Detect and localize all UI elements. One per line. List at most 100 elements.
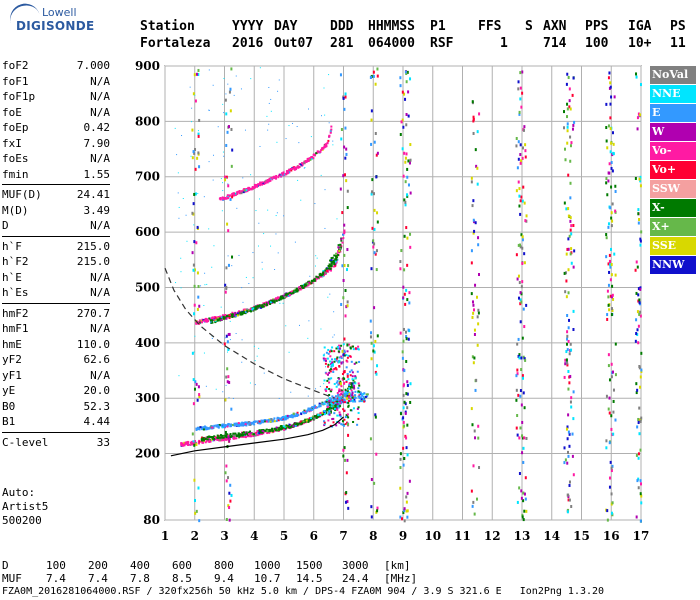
speckle-point xyxy=(204,284,206,286)
trace-point xyxy=(240,190,243,193)
spread-point xyxy=(350,369,353,372)
spread-point xyxy=(348,370,351,373)
interference-point xyxy=(522,499,525,503)
trace-point xyxy=(319,275,322,278)
interference-point xyxy=(517,337,520,341)
interference-point xyxy=(193,387,196,391)
trace-point xyxy=(311,406,314,409)
speckle-point xyxy=(268,123,270,125)
trace-point xyxy=(277,417,280,420)
y-tick-label: 80 xyxy=(143,513,160,527)
trace-point xyxy=(263,182,266,185)
trace-point xyxy=(205,440,208,443)
interference-point xyxy=(376,506,379,510)
trace-point xyxy=(338,388,341,391)
interference-point xyxy=(403,509,406,513)
spread-point xyxy=(348,396,351,399)
interference-point xyxy=(608,476,611,480)
trace-point xyxy=(295,287,298,290)
interference-point xyxy=(570,247,573,251)
interference-point xyxy=(640,351,643,355)
speckle-point xyxy=(308,320,310,322)
interference-point xyxy=(610,95,613,99)
trace-point xyxy=(327,139,330,142)
trace-point xyxy=(225,317,228,320)
interference-point xyxy=(608,71,611,75)
param-label: hmF1 xyxy=(2,322,29,335)
spread-point xyxy=(345,366,348,369)
spread-point xyxy=(347,416,350,419)
legend-item-nne: NNE xyxy=(650,85,696,103)
interference-point xyxy=(477,322,480,326)
speckle-point xyxy=(296,126,298,128)
trace-point xyxy=(232,434,235,437)
param-row: foF1 N/A xyxy=(2,74,110,90)
trace-point xyxy=(329,400,332,403)
trace-point xyxy=(236,193,239,196)
interference-point xyxy=(521,420,524,424)
interference-point xyxy=(343,145,346,149)
interference-point xyxy=(472,199,475,203)
interference-point xyxy=(519,153,522,157)
interference-point xyxy=(476,130,479,134)
trace-point xyxy=(353,399,356,402)
interference-point xyxy=(608,441,611,445)
interference-point xyxy=(606,289,609,293)
interference-point xyxy=(406,263,409,267)
param-row: MUF(D) 24.41 xyxy=(2,187,110,203)
interference-point xyxy=(343,173,346,177)
trace-point xyxy=(237,432,240,435)
param-value: N/A xyxy=(90,270,110,284)
interference-point xyxy=(639,286,642,290)
trace-point xyxy=(339,405,342,408)
distance-row-label: D xyxy=(2,559,9,572)
trace-point xyxy=(330,269,333,272)
trace-point xyxy=(186,441,189,444)
interference-point xyxy=(475,164,478,168)
spread-point xyxy=(336,403,339,406)
interference-point xyxy=(639,239,642,243)
digisonde-logo: Lowell DIGISONDE xyxy=(2,0,94,38)
trace-point xyxy=(359,391,362,394)
trace-point xyxy=(279,297,282,300)
speckle-point xyxy=(208,228,210,230)
spread-point xyxy=(353,385,356,388)
interference-point xyxy=(399,412,402,416)
speckle-point xyxy=(258,222,260,224)
speckle-point xyxy=(327,296,329,298)
trace-point xyxy=(293,167,296,170)
interference-point xyxy=(406,194,409,198)
trace-point xyxy=(315,415,318,418)
dashed-curve xyxy=(164,267,335,399)
interference-point xyxy=(195,72,198,76)
interference-point xyxy=(403,234,406,238)
trace-point xyxy=(312,407,315,410)
interference-point xyxy=(405,152,408,156)
interference-point xyxy=(400,249,403,253)
speckle-point xyxy=(177,172,179,174)
interference-point xyxy=(569,181,572,185)
interference-point xyxy=(347,422,350,426)
param-row: B0 52.3 xyxy=(2,399,110,415)
trace-point xyxy=(237,425,240,428)
trace-point xyxy=(237,434,240,437)
interference-point xyxy=(637,208,640,212)
speckle-point xyxy=(180,257,182,259)
speckle-point xyxy=(328,122,330,124)
interference-point xyxy=(343,223,346,227)
speckle-point xyxy=(249,382,251,384)
trace-point xyxy=(256,305,259,308)
trace-point xyxy=(275,297,278,300)
trace-point xyxy=(211,316,214,319)
interference-point xyxy=(610,362,613,366)
interference-point xyxy=(225,479,228,483)
trace-point xyxy=(248,435,251,438)
trace-point xyxy=(319,411,322,414)
interference-point xyxy=(523,406,526,410)
speckle-point xyxy=(235,333,237,335)
param-label: fmin xyxy=(2,167,29,181)
spread-point xyxy=(328,397,331,400)
trace-point xyxy=(333,261,336,264)
interference-point xyxy=(370,192,373,196)
speckle-point xyxy=(189,86,191,88)
